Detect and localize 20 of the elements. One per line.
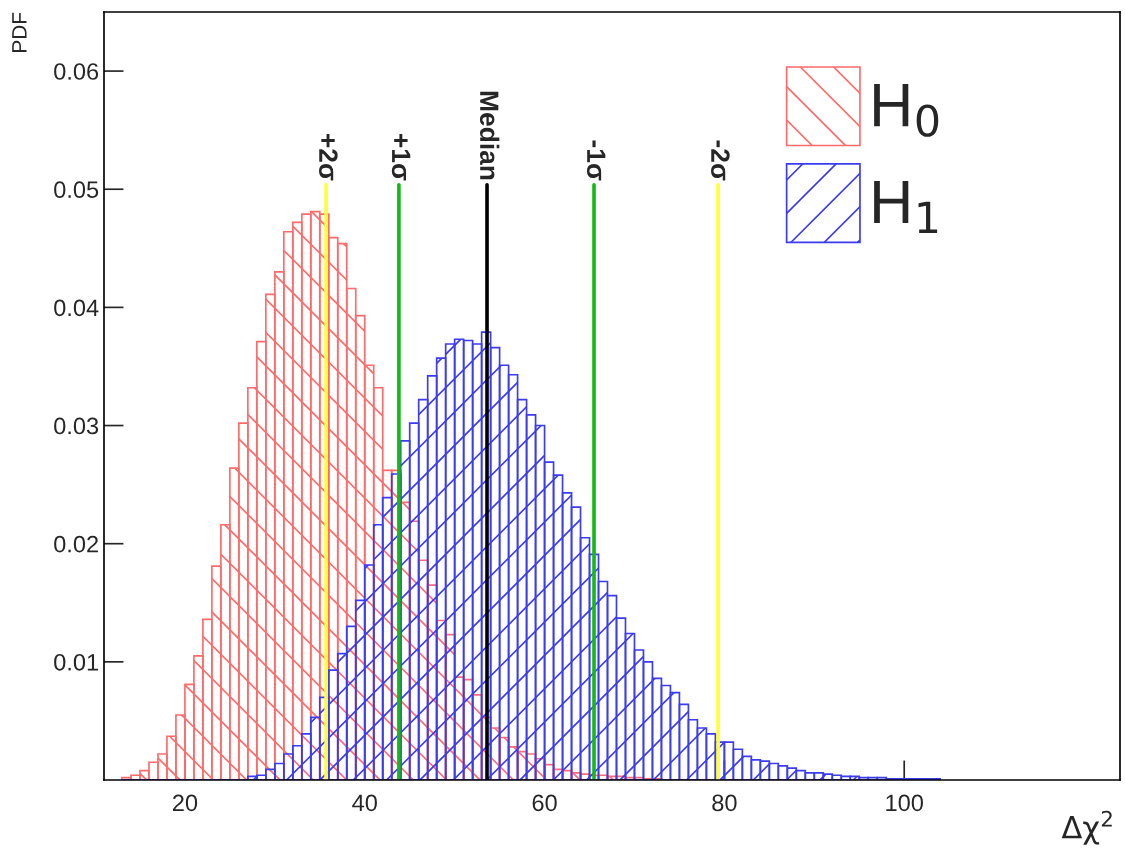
y-tick-label: 0.04 <box>54 299 99 317</box>
ref-line-label: +1σ <box>391 133 411 181</box>
y-tick-label: 0.06 <box>54 63 99 80</box>
ref-line-label: -1σ <box>586 140 606 181</box>
y-tick-label: 0.01 <box>54 653 98 671</box>
y-tick-label: 0.02 <box>54 535 98 553</box>
x-tick-label: 20 <box>172 794 198 812</box>
y-axis-title: PDF <box>12 12 27 52</box>
x-tick-label: 60 <box>532 794 557 812</box>
ref-line-label: +2σ <box>319 133 338 181</box>
x-tick-label: 100 <box>886 794 923 812</box>
ref-line-label: Median <box>479 91 500 180</box>
legend-label: H$_{0}$ <box>874 84 939 137</box>
y-tick-label: 0.05 <box>54 181 99 199</box>
y-tick-label: 0.03 <box>54 417 99 435</box>
legend-label: H$_{1}$ <box>874 180 938 234</box>
x-tick-label: 80 <box>712 794 737 812</box>
x-axis-title: Δχ$^{2}$ <box>1061 810 1112 845</box>
x-tick-label: 40 <box>352 794 377 812</box>
ref-line-label: -2σ <box>711 140 730 181</box>
